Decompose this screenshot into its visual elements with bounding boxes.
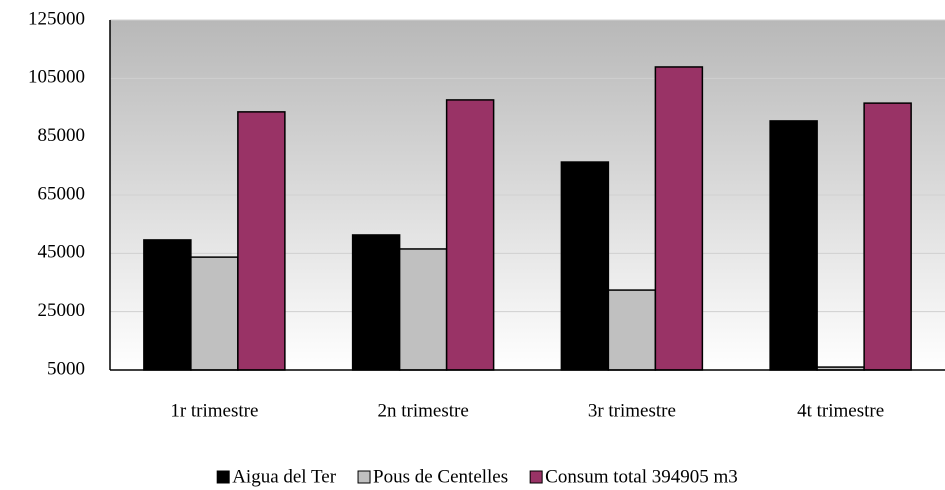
bar bbox=[237, 111, 286, 371]
bar bbox=[560, 161, 610, 371]
bar bbox=[769, 120, 818, 371]
y-tick-label: 125000 bbox=[28, 8, 85, 29]
legend-swatch bbox=[529, 470, 543, 484]
x-tick-label: 4t trimestre bbox=[797, 400, 884, 421]
legend-swatch bbox=[216, 470, 230, 484]
bar bbox=[398, 248, 448, 371]
bar bbox=[351, 234, 401, 371]
y-tick-label: 25000 bbox=[38, 300, 86, 321]
bar bbox=[654, 66, 704, 371]
legend-label: Consum total 394905 m3 bbox=[545, 466, 738, 487]
x-tick-label: 1r trimestre bbox=[170, 400, 258, 421]
legend-swatch bbox=[357, 470, 371, 484]
y-tick-label: 5000 bbox=[47, 358, 85, 379]
bar bbox=[143, 239, 192, 371]
x-tick-label: 2n trimestre bbox=[377, 400, 468, 421]
bar bbox=[190, 256, 239, 371]
x-tick-label: 3r trimestre bbox=[588, 400, 676, 421]
legend-label: Aigua del Ter bbox=[232, 466, 337, 487]
y-tick-label: 105000 bbox=[28, 67, 85, 88]
legend: Aigua del Ter Pous de Centelles Consum tot… bbox=[216, 466, 738, 487]
bar bbox=[445, 99, 495, 371]
y-tick-label: 65000 bbox=[38, 183, 86, 204]
y-tick-label: 45000 bbox=[38, 242, 86, 263]
legend-label: Pous de Centelles bbox=[373, 466, 508, 487]
bar bbox=[607, 289, 657, 371]
y-tick-label: 85000 bbox=[38, 125, 86, 146]
bar bbox=[863, 102, 912, 371]
